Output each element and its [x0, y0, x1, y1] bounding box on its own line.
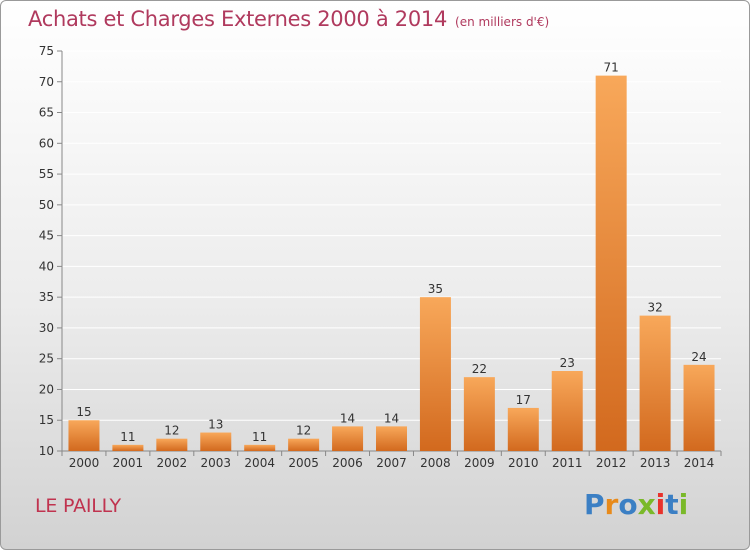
bar-2000: [68, 420, 100, 451]
x-tick-label: 2012: [596, 456, 627, 470]
x-tick-label: 2011: [552, 456, 583, 470]
x-tick-label: 2014: [684, 456, 715, 470]
value-label: 15: [76, 405, 91, 419]
y-tick-label: 45: [39, 229, 54, 243]
value-label: 12: [164, 424, 179, 438]
bar-2002: [156, 438, 188, 451]
bar-2009: [463, 377, 495, 451]
value-label: 14: [340, 411, 355, 425]
commune-name: LE PAILLY: [35, 495, 121, 517]
y-tick-label: 75: [39, 44, 54, 58]
x-tick-label: 2004: [244, 456, 275, 470]
logo-letter: i: [655, 488, 666, 521]
logo-letter: x: [637, 488, 656, 521]
x-tick-label: 2008: [420, 456, 451, 470]
proxiti-logo[interactable]: Proxiti: [584, 488, 688, 521]
y-tick-label: 65: [39, 106, 54, 120]
bar-2008: [419, 297, 451, 451]
value-label: 23: [560, 356, 575, 370]
bar-2012: [595, 75, 627, 451]
x-tick-label: 2001: [113, 456, 144, 470]
x-tick-label: 2002: [157, 456, 188, 470]
x-tick-label: 2003: [200, 456, 231, 470]
logo-letter: t: [665, 488, 679, 521]
y-tick-label: 35: [39, 290, 54, 304]
value-label: 71: [604, 61, 619, 75]
x-tick-label: 2010: [508, 456, 539, 470]
x-tick-label: 2009: [464, 456, 495, 470]
logo-letter: P: [584, 488, 605, 521]
bar-2001: [112, 444, 144, 451]
x-tick-label: 2013: [640, 456, 671, 470]
logo-letter: o: [618, 488, 638, 521]
bar-2011: [551, 371, 583, 451]
y-tick-label: 60: [39, 136, 54, 150]
x-tick-label: 2006: [332, 456, 363, 470]
value-label: 17: [516, 393, 531, 407]
y-tick-label: 70: [39, 75, 54, 89]
value-label: 14: [384, 411, 399, 425]
x-tick-label: 2005: [288, 456, 319, 470]
bar-2010: [507, 407, 539, 451]
chart-title: Achats et Charges Externes 2000 à 2014 (e…: [28, 7, 549, 31]
y-tick-label: 55: [39, 167, 54, 181]
bar-2006: [332, 426, 364, 451]
y-tick-label: 30: [39, 321, 54, 335]
bar-2007: [376, 426, 407, 451]
value-label: 11: [252, 430, 267, 444]
logo-letter: i: [678, 488, 689, 521]
value-label: 12: [296, 424, 311, 438]
bar-layer: [68, 75, 715, 451]
bar-2014: [683, 364, 715, 451]
logo-letter: r: [604, 488, 619, 521]
y-tick-label: 50: [39, 198, 54, 212]
bar-2013: [639, 315, 671, 451]
value-label: 22: [472, 362, 487, 376]
y-tick-label: 25: [39, 352, 54, 366]
bar-2004: [244, 444, 276, 451]
y-tick-label: 15: [39, 413, 54, 427]
x-tick-label: 2007: [376, 456, 407, 470]
label-layer: 2000 15 2001 11 2002 12 2003 13 2004 11 2005 12 2006…: [69, 61, 715, 470]
y-tick-label: 10: [39, 444, 54, 458]
value-label: 32: [647, 301, 662, 315]
title-unit: (en milliers d'€): [455, 15, 550, 29]
value-label: 35: [428, 282, 443, 296]
bar-2003: [200, 432, 232, 451]
title-text: Achats et Charges Externes 2000 à 2014: [28, 7, 448, 31]
value-label: 11: [120, 430, 135, 444]
bar-2005: [288, 438, 320, 451]
x-tick-label: 2000: [69, 456, 100, 470]
y-tick-label: 40: [39, 259, 54, 273]
value-label: 13: [208, 418, 223, 432]
value-label: 24: [691, 350, 706, 364]
y-tick-label: 20: [39, 382, 54, 396]
